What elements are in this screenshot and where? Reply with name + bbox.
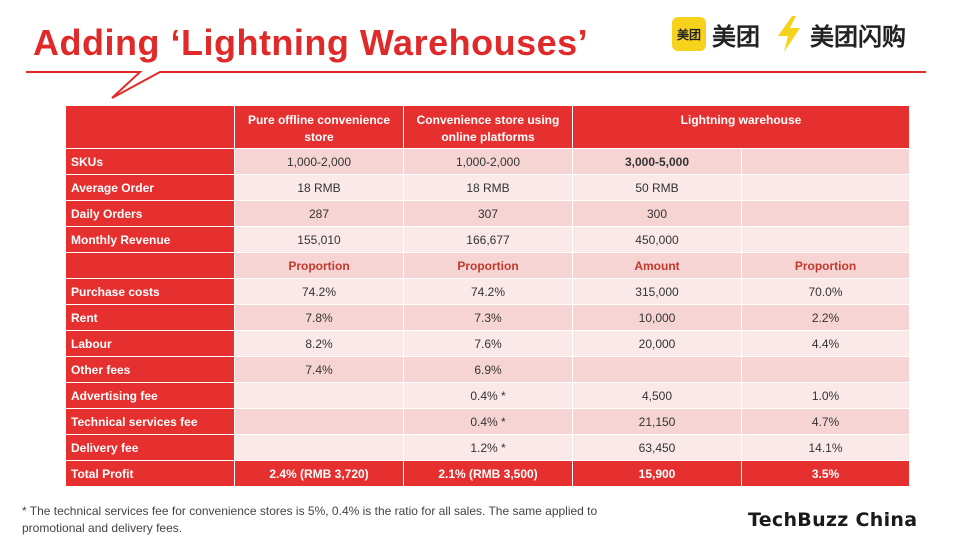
table-cell: 10,000 <box>573 305 742 331</box>
table-cell: 4,500 <box>573 383 742 409</box>
row-label: Labour <box>66 331 235 357</box>
footnote: * The technical services fee for conveni… <box>22 504 598 535</box>
logo-group: 美团 美团 美团闪购 <box>672 16 906 52</box>
table-cell <box>742 357 911 383</box>
header-online-platforms: Convenience store using online platforms <box>404 106 573 149</box>
table-cell <box>742 201 911 227</box>
table-cell: 315,000 <box>573 279 742 305</box>
table-cell <box>742 175 911 201</box>
table-cell <box>235 409 404 435</box>
table-cell: 2.2% <box>742 305 911 331</box>
row-label: Technical services fee <box>66 409 235 435</box>
table-cell: 1,000-2,000 <box>404 149 573 175</box>
table-cell: 0.4% * <box>404 383 573 409</box>
table-cell: 63,450 <box>573 435 742 461</box>
row-label: Average Order <box>66 175 235 201</box>
row-label: Purchase costs <box>66 279 235 305</box>
table-row: Monthly Revenue 155,010 166,677 450,000 <box>66 227 911 253</box>
table-row: Daily Orders 287 307 300 <box>66 201 911 227</box>
table-subheader-row: Proportion Proportion Amount Proportion <box>66 253 911 279</box>
table-cell <box>742 227 911 253</box>
table-cell: 1.2% * <box>404 435 573 461</box>
table-row: Delivery fee 1.2% * 63,450 14.1% <box>66 435 911 461</box>
table-cell: 74.2% <box>404 279 573 305</box>
table-cell: 21,150 <box>573 409 742 435</box>
table-cell: 7.6% <box>404 331 573 357</box>
techbuzz-brand-logo: TechBuzz China <box>748 509 918 531</box>
row-label: SKUs <box>66 149 235 175</box>
table-row: Technical services fee 0.4% * 21,150 4.7… <box>66 409 911 435</box>
table-row: Purchase costs 74.2% 74.2% 315,000 70.0% <box>66 279 911 305</box>
table-cell: 450,000 <box>573 227 742 253</box>
table-row: Advertising fee 0.4% * 4,500 1.0% <box>66 383 911 409</box>
table-cell: 4.4% <box>742 331 911 357</box>
table-cell: 1,000-2,000 <box>235 149 404 175</box>
table-row: Labour 8.2% 7.6% 20,000 4.4% <box>66 331 911 357</box>
table-cell: 300 <box>573 201 742 227</box>
table-cell: 7.4% <box>235 357 404 383</box>
table-header-row: Pure offline convenience store Convenien… <box>66 106 911 149</box>
header-pure-offline: Pure offline convenience store <box>235 106 404 149</box>
meituan-shangou-logo-text: 美团闪购 <box>810 22 906 51</box>
row-label <box>66 253 235 279</box>
table-cell: 14.1% <box>742 435 911 461</box>
header-lightning-warehouse: Lightning warehouse <box>573 106 911 149</box>
table-cell: 1.0% <box>742 383 911 409</box>
table-cell <box>235 435 404 461</box>
table-cell: 6.9% <box>404 357 573 383</box>
meituan-logo-text: 美团 <box>712 22 760 51</box>
table-cell: 4.7% <box>742 409 911 435</box>
row-label: Rent <box>66 305 235 331</box>
table-row: Other fees 7.4% 6.9% <box>66 357 911 383</box>
table-cell: 70.0% <box>742 279 911 305</box>
table-cell: 307 <box>404 201 573 227</box>
table-cell: Proportion <box>235 253 404 279</box>
meituan-logo-icon: 美团 <box>672 17 706 51</box>
table-total-row: Total Profit 2.4% (RMB 3,720) 2.1% (RMB … <box>66 461 911 487</box>
row-label: Daily Orders <box>66 201 235 227</box>
row-label: Total Profit <box>66 461 235 487</box>
row-label: Monthly Revenue <box>66 227 235 253</box>
table-cell: 7.8% <box>235 305 404 331</box>
table-cell: 3,000-5,000 <box>573 149 742 175</box>
header-cell-empty <box>66 106 235 149</box>
table-row: SKUs 1,000-2,000 1,000-2,000 3,000-5,000 <box>66 149 911 175</box>
table-row: Average Order 18 RMB 18 RMB 50 RMB <box>66 175 911 201</box>
table-cell: 18 RMB <box>235 175 404 201</box>
table-cell: 0.4% * <box>404 409 573 435</box>
table-cell: 287 <box>235 201 404 227</box>
table-cell: 2.4% (RMB 3,720) <box>235 461 404 487</box>
table-cell: 166,677 <box>404 227 573 253</box>
table-row: Rent 7.8% 7.3% 10,000 2.2% <box>66 305 911 331</box>
table-cell: 18 RMB <box>404 175 573 201</box>
table-cell: 50 RMB <box>573 175 742 201</box>
comparison-table: Pure offline convenience store Convenien… <box>66 106 911 487</box>
slide-title: Adding ‘Lightning Warehouses’ <box>33 22 589 63</box>
table-cell: 15,900 <box>573 461 742 487</box>
table-cell: 155,010 <box>235 227 404 253</box>
table-cell: 74.2% <box>235 279 404 305</box>
title-callout-line <box>26 71 926 99</box>
table-cell: 2.1% (RMB 3,500) <box>404 461 573 487</box>
table-cell <box>573 357 742 383</box>
table-cell <box>742 149 911 175</box>
table-cell: Amount <box>573 253 742 279</box>
table-cell: Proportion <box>404 253 573 279</box>
table-cell: Proportion <box>742 253 911 279</box>
lightning-bolt-icon <box>778 16 800 52</box>
row-label: Other fees <box>66 357 235 383</box>
row-label: Delivery fee <box>66 435 235 461</box>
table-cell: 8.2% <box>235 331 404 357</box>
table-cell: 3.5% <box>742 461 911 487</box>
row-label: Advertising fee <box>66 383 235 409</box>
table-cell <box>235 383 404 409</box>
table-cell: 7.3% <box>404 305 573 331</box>
table-cell: 20,000 <box>573 331 742 357</box>
